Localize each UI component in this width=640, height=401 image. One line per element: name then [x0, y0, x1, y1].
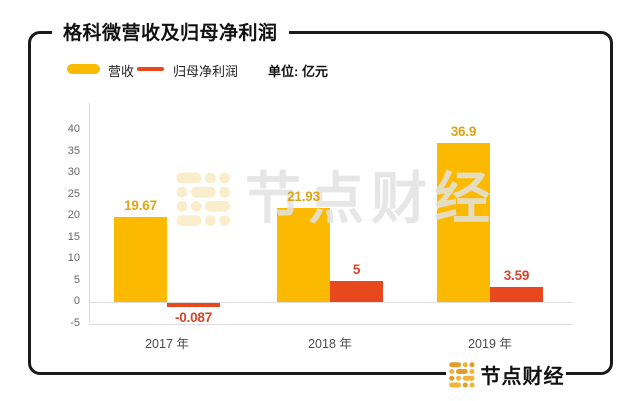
chart-card-border [28, 31, 613, 375]
brand-logo: 节点财经 [446, 358, 566, 391]
card-title-container: 格科微营收及归母净利润 [52, 18, 289, 45]
y-axis-tick-label: 15 [67, 230, 80, 243]
dots-grid-icon [448, 362, 475, 388]
revenue-value-label: 19.67 [124, 198, 157, 214]
y-axis-tick-label: 25 [67, 187, 80, 200]
revenue-bar [437, 143, 490, 302]
revenue-bar [114, 217, 167, 302]
brand-text: 节点财经 [480, 366, 565, 388]
revenue-value-label: 36.9 [450, 124, 477, 140]
profit-bar [490, 286, 543, 302]
revenue-legend-label: 营收 [108, 64, 135, 79]
profit-bar [330, 280, 383, 302]
x-axis-category-label: 2017 年 [145, 337, 189, 351]
gridline [89, 302, 573, 303]
profit-bar [167, 303, 220, 307]
unit-label: 单位: 亿元 [268, 64, 328, 79]
y-axis-tick-label: 35 [67, 144, 80, 157]
y-axis-tick-label: 5 [73, 273, 80, 286]
y-axis-tick-label: 30 [67, 166, 80, 178]
y-axis-tick-label: -5 [70, 316, 80, 329]
y-axis-tick-label: 40 [67, 123, 80, 135]
revenue-value-label: 21.93 [287, 188, 320, 204]
x-axis-category-label: 2018 年 [308, 337, 352, 351]
y-axis-tick-label: 0 [73, 295, 80, 307]
revenue-legend-swatch [67, 64, 100, 74]
y-axis-tick-label: 20 [67, 209, 80, 221]
profit-legend-line [137, 67, 164, 71]
y-axis-line [89, 103, 90, 322]
profit-value-label: 5 [352, 261, 361, 277]
chart-title: 格科微营收及归母净利润 [63, 23, 278, 44]
profit-legend-label: 归母净利润 [173, 64, 239, 79]
revenue-bar [277, 207, 330, 302]
y-axis-tick-label: 10 [67, 252, 80, 264]
profit-value-label: -0.087 [174, 310, 213, 325]
x-axis-category-label: 2019 年 [468, 337, 512, 351]
gridline [89, 323, 573, 325]
profit-value-label: 3.59 [503, 267, 530, 283]
